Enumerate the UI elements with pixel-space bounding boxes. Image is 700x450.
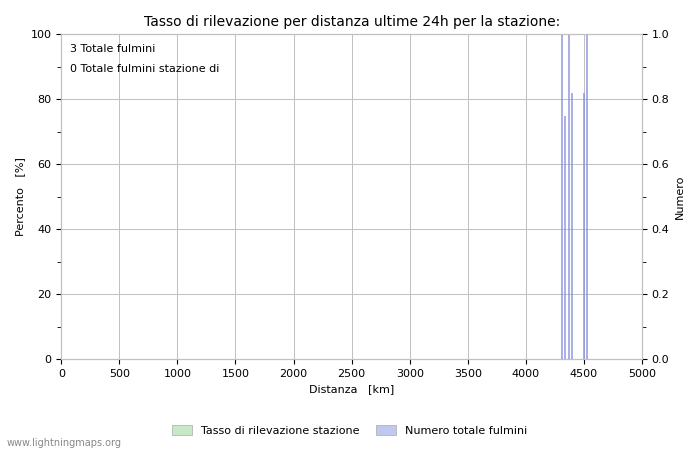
Legend: Tasso di rilevazione stazione, Numero totale fulmini: Tasso di rilevazione stazione, Numero to… [168, 420, 532, 440]
Text: 0 Totale fulmini stazione di: 0 Totale fulmini stazione di [70, 63, 219, 73]
Y-axis label: Percento   [%]: Percento [%] [15, 158, 25, 236]
Text: 3 Totale fulmini: 3 Totale fulmini [70, 44, 155, 54]
Title: Tasso di rilevazione per distanza ultime 24h per la stazione:: Tasso di rilevazione per distanza ultime… [144, 15, 560, 29]
X-axis label: Distanza   [km]: Distanza [km] [309, 384, 394, 395]
Text: www.lightningmaps.org: www.lightningmaps.org [7, 438, 122, 448]
Y-axis label: Numero: Numero [675, 175, 685, 219]
